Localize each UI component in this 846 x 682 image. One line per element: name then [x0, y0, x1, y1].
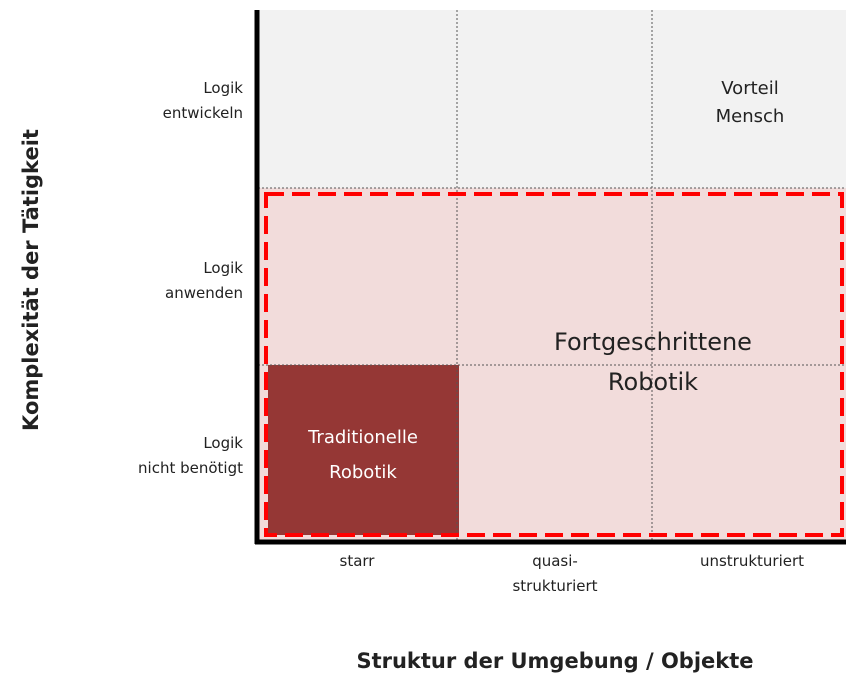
y-level: anwenden [165, 284, 243, 302]
x-level: starr [340, 552, 376, 570]
y-level: Logik [203, 434, 243, 452]
region-label: Vorteil [721, 78, 778, 99]
y-level: entwickeln [163, 104, 243, 122]
traditional-region [268, 365, 459, 535]
human-region [258, 10, 846, 188]
region-label: Traditionelle [307, 427, 418, 448]
x-level: quasi- [532, 552, 578, 570]
region-label: Fortgeschrittene [554, 328, 752, 356]
region-label: Mensch [716, 106, 785, 127]
region-label: Robotik [329, 462, 397, 483]
x-axis-title: Struktur der Umgebung / Objekte [356, 649, 753, 673]
advanced-border [264, 192, 844, 537]
y-level: nicht benötigt [138, 459, 243, 477]
x-level: strukturiert [512, 577, 597, 595]
y-level: Logik [203, 259, 243, 277]
region-label: Robotik [608, 368, 698, 396]
y-level: Logik [203, 79, 243, 97]
x-level: unstrukturiert [700, 552, 804, 570]
y-axis-title: Komplexität der Tätigkeit [19, 129, 43, 431]
